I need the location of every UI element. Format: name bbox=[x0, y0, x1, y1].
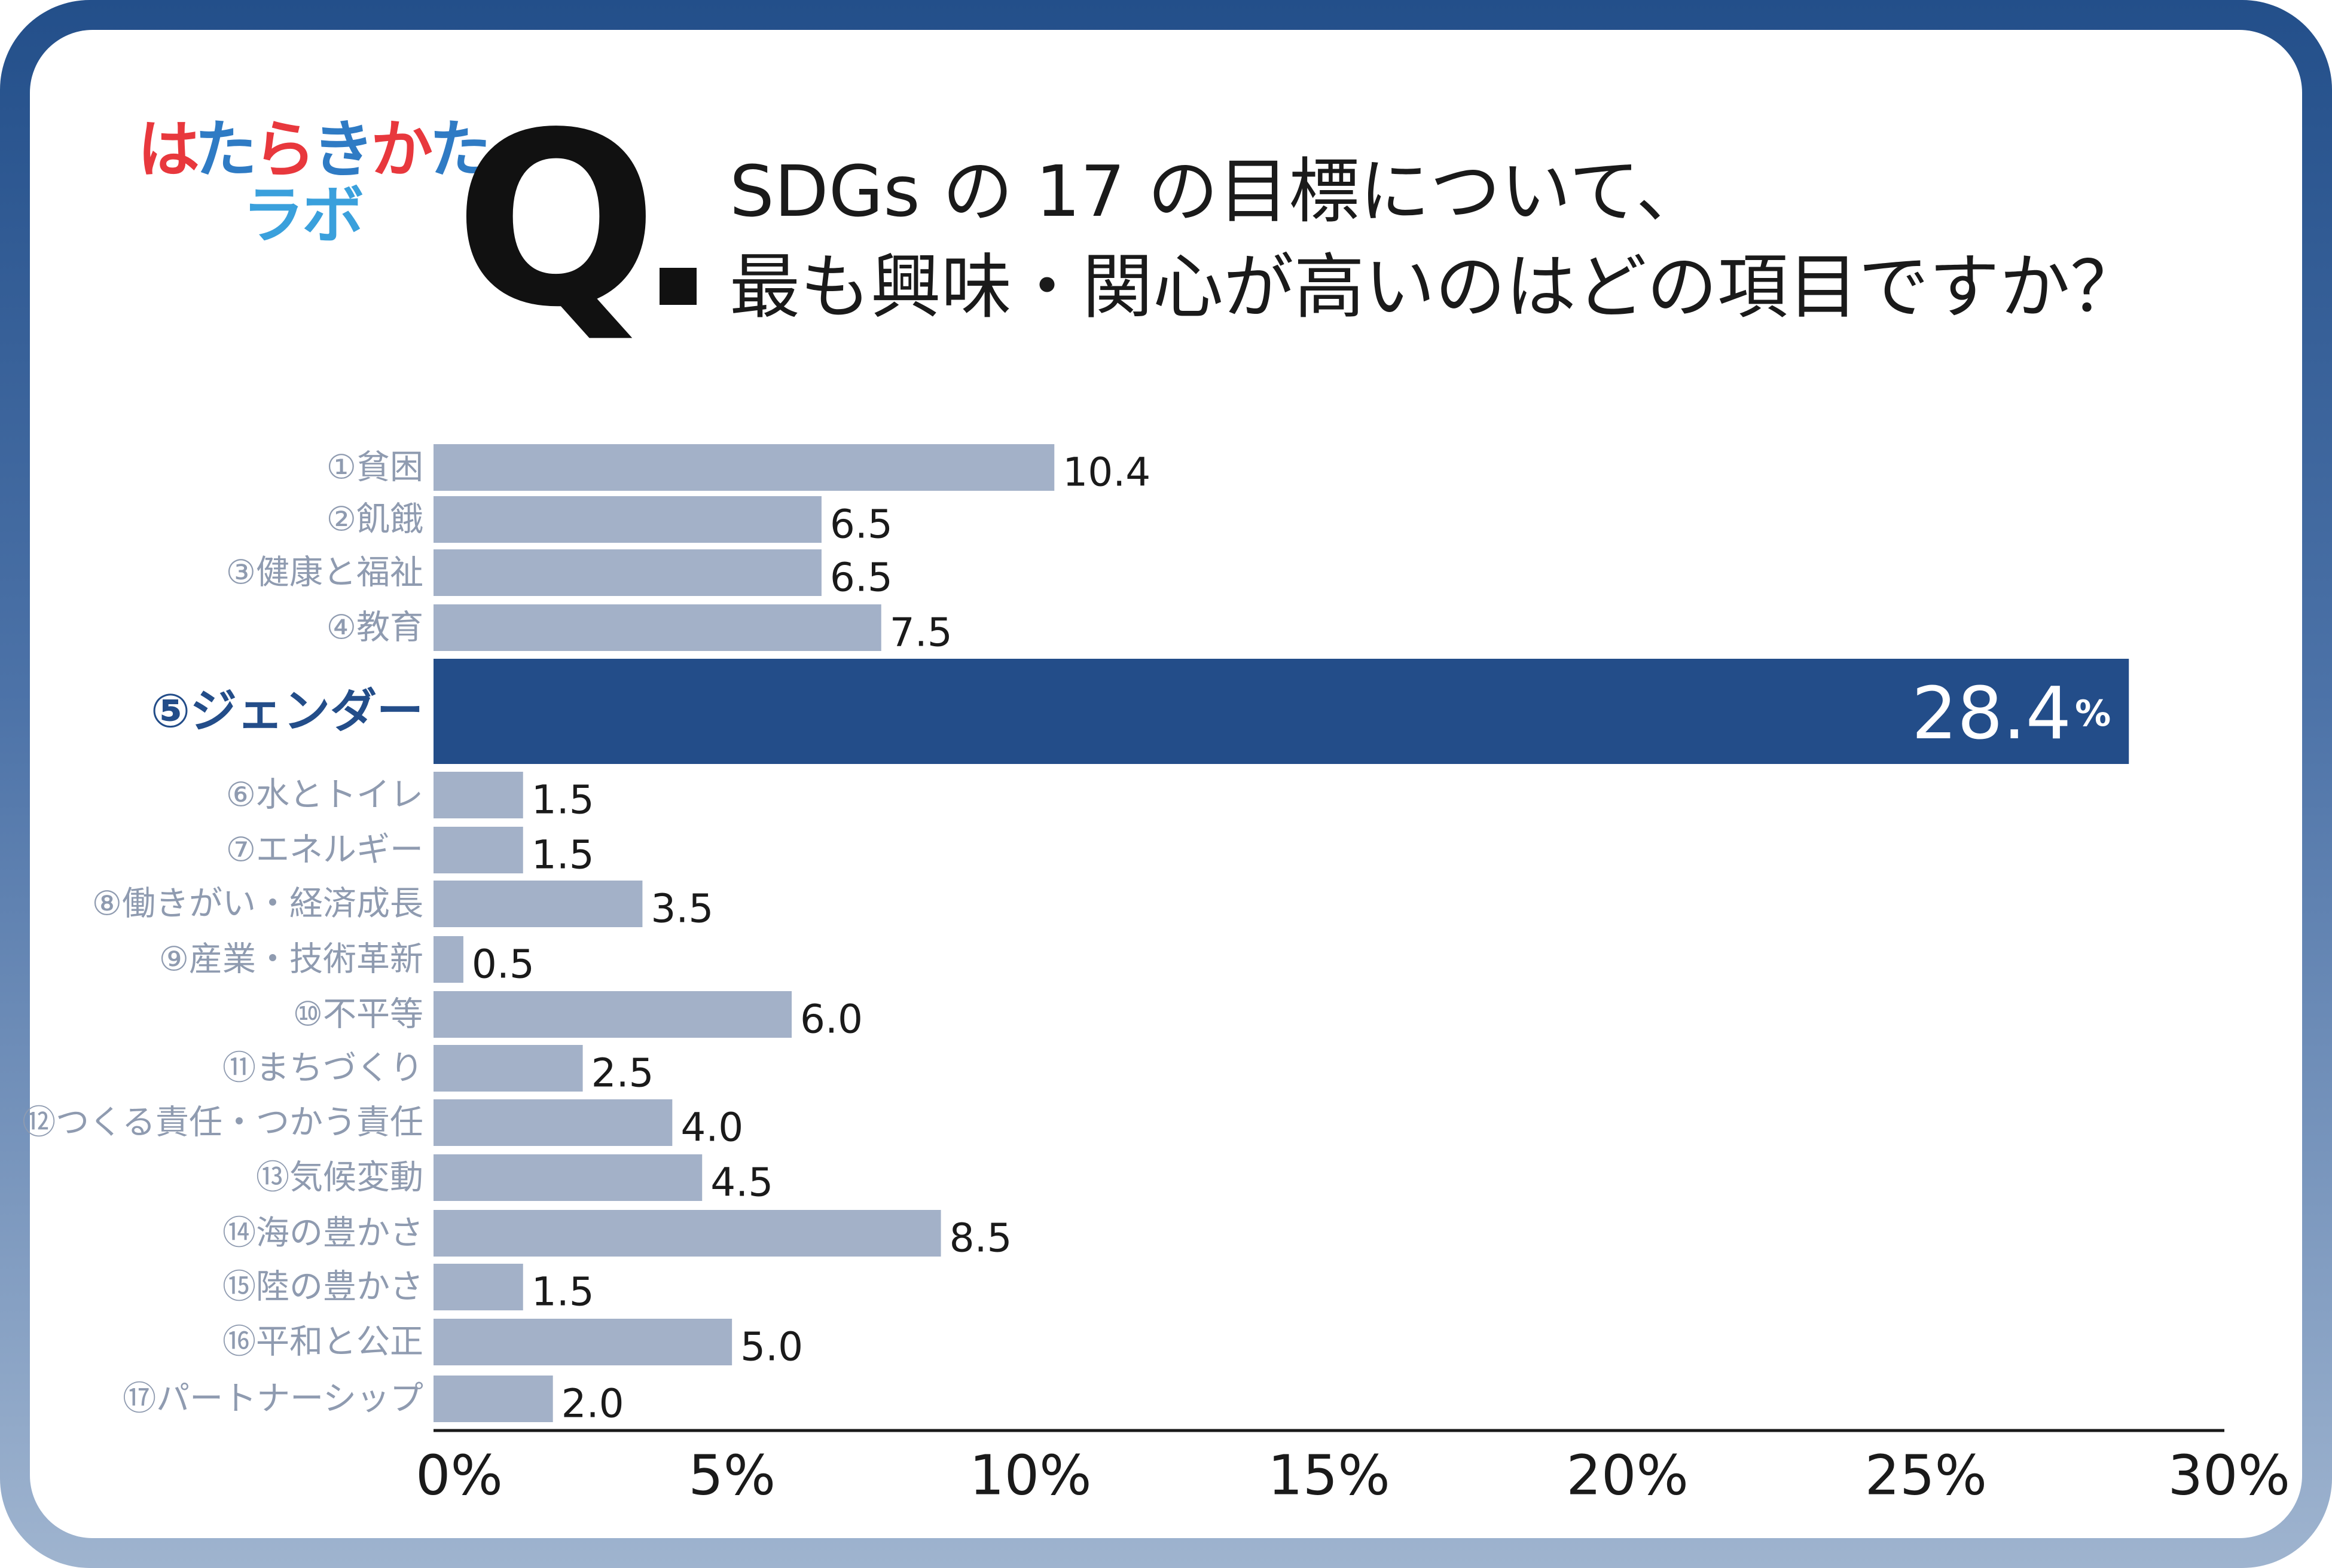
logo-l1-char-2: ら bbox=[253, 113, 316, 186]
category-label: ①貧困 bbox=[326, 448, 423, 487]
category-label: ②飢餓 bbox=[326, 500, 423, 539]
value-label: 7.5 bbox=[890, 610, 953, 656]
x-tick-label: 30% bbox=[2168, 1444, 2290, 1508]
category-label: ⑧働きがい・経済成長 bbox=[92, 885, 423, 924]
highlight-value-number: 28.4 bbox=[1912, 673, 2071, 756]
x-tick-label: 10% bbox=[969, 1444, 1091, 1508]
bar bbox=[434, 991, 792, 1038]
category-label: ⑭海の豊かさ bbox=[222, 1214, 423, 1253]
logo-line-2: ラボ bbox=[242, 182, 364, 248]
x-tick-label: 5% bbox=[688, 1444, 776, 1508]
bar bbox=[434, 827, 523, 873]
value-label: 4.0 bbox=[680, 1105, 743, 1151]
category-label: ③健康と福祉 bbox=[226, 554, 423, 592]
bar bbox=[434, 604, 881, 651]
value-label: 6.0 bbox=[800, 997, 863, 1043]
category-label: ⑬気候変動 bbox=[256, 1159, 423, 1197]
highlight-value-label: 28.4% bbox=[1912, 673, 2111, 756]
q-square-icon bbox=[660, 268, 697, 305]
logo-l2-char-0: ラ bbox=[242, 179, 304, 252]
value-label: 1.5 bbox=[532, 1269, 594, 1315]
value-label: 1.5 bbox=[532, 832, 594, 878]
value-label: 2.5 bbox=[591, 1050, 654, 1096]
logo-l1-char-3: き bbox=[312, 113, 374, 186]
logo: はたらきかた ラボ bbox=[138, 117, 492, 266]
value-label: 0.5 bbox=[472, 942, 535, 988]
x-tick-label: 25% bbox=[1865, 1444, 1987, 1508]
value-label: 5.0 bbox=[740, 1324, 803, 1370]
question-line-1: SDGs の 17 の目標について、 bbox=[729, 150, 1707, 233]
category-label: ④教育 bbox=[326, 609, 423, 647]
bar bbox=[434, 936, 463, 983]
bar bbox=[434, 549, 822, 596]
category-label: ⑰パートナーシップ bbox=[123, 1380, 423, 1419]
logo-l1-char-1: た bbox=[194, 113, 257, 186]
value-label: 2.0 bbox=[561, 1381, 624, 1427]
category-label: ⑥水とトイレ bbox=[226, 776, 423, 815]
logo-l1-char-4: か bbox=[370, 113, 433, 186]
bar bbox=[434, 496, 822, 543]
category-label: ⑪まちづくり bbox=[222, 1049, 423, 1088]
content-panel bbox=[30, 30, 2302, 1538]
highlight-value-unit: % bbox=[2075, 693, 2111, 735]
category-label: ⑨産業・技術革新 bbox=[159, 940, 423, 979]
x-tick-label: 0% bbox=[416, 1444, 503, 1508]
category-label: ⑮陸の豊かさ bbox=[222, 1268, 423, 1307]
category-label: ⑦エネルギー bbox=[226, 831, 423, 870]
category-label: ⑫つくる責任・つかう責任 bbox=[22, 1104, 423, 1142]
bar bbox=[434, 881, 643, 927]
value-label: 6.5 bbox=[830, 555, 893, 601]
x-tick-label: 20% bbox=[1566, 1444, 1688, 1508]
logo-l2-char-1: ボ bbox=[302, 179, 364, 252]
value-label: 10.4 bbox=[1063, 450, 1150, 496]
category-label: ⑩不平等 bbox=[293, 995, 423, 1034]
bar bbox=[434, 659, 2129, 764]
bar bbox=[434, 444, 1055, 491]
bar bbox=[434, 1319, 732, 1365]
x-tick-label: 15% bbox=[1268, 1444, 1390, 1508]
logo-line-1: はたらきかた bbox=[138, 117, 492, 182]
q-letter: Q bbox=[454, 82, 658, 360]
category-label: ⑯平和と公正 bbox=[222, 1323, 423, 1362]
logo-l1-char-0: は bbox=[138, 113, 199, 186]
bar bbox=[434, 1264, 523, 1310]
category-label: ⑤ジェンダー bbox=[151, 684, 423, 738]
value-label: 1.5 bbox=[532, 777, 594, 823]
question-line-2: 最も興味・関心が高いのはどの項目ですか？ bbox=[729, 246, 2141, 328]
value-label: 6.5 bbox=[830, 502, 893, 548]
bar bbox=[434, 1154, 703, 1201]
bar bbox=[434, 772, 523, 818]
bar bbox=[434, 1045, 583, 1092]
value-label: 3.5 bbox=[651, 886, 713, 932]
value-label: 8.5 bbox=[950, 1215, 1012, 1261]
logo-l1-char-5: た bbox=[429, 113, 492, 186]
value-label: 4.5 bbox=[710, 1160, 773, 1206]
bar bbox=[434, 1210, 941, 1257]
bar bbox=[434, 1099, 673, 1146]
bar bbox=[434, 1376, 553, 1422]
